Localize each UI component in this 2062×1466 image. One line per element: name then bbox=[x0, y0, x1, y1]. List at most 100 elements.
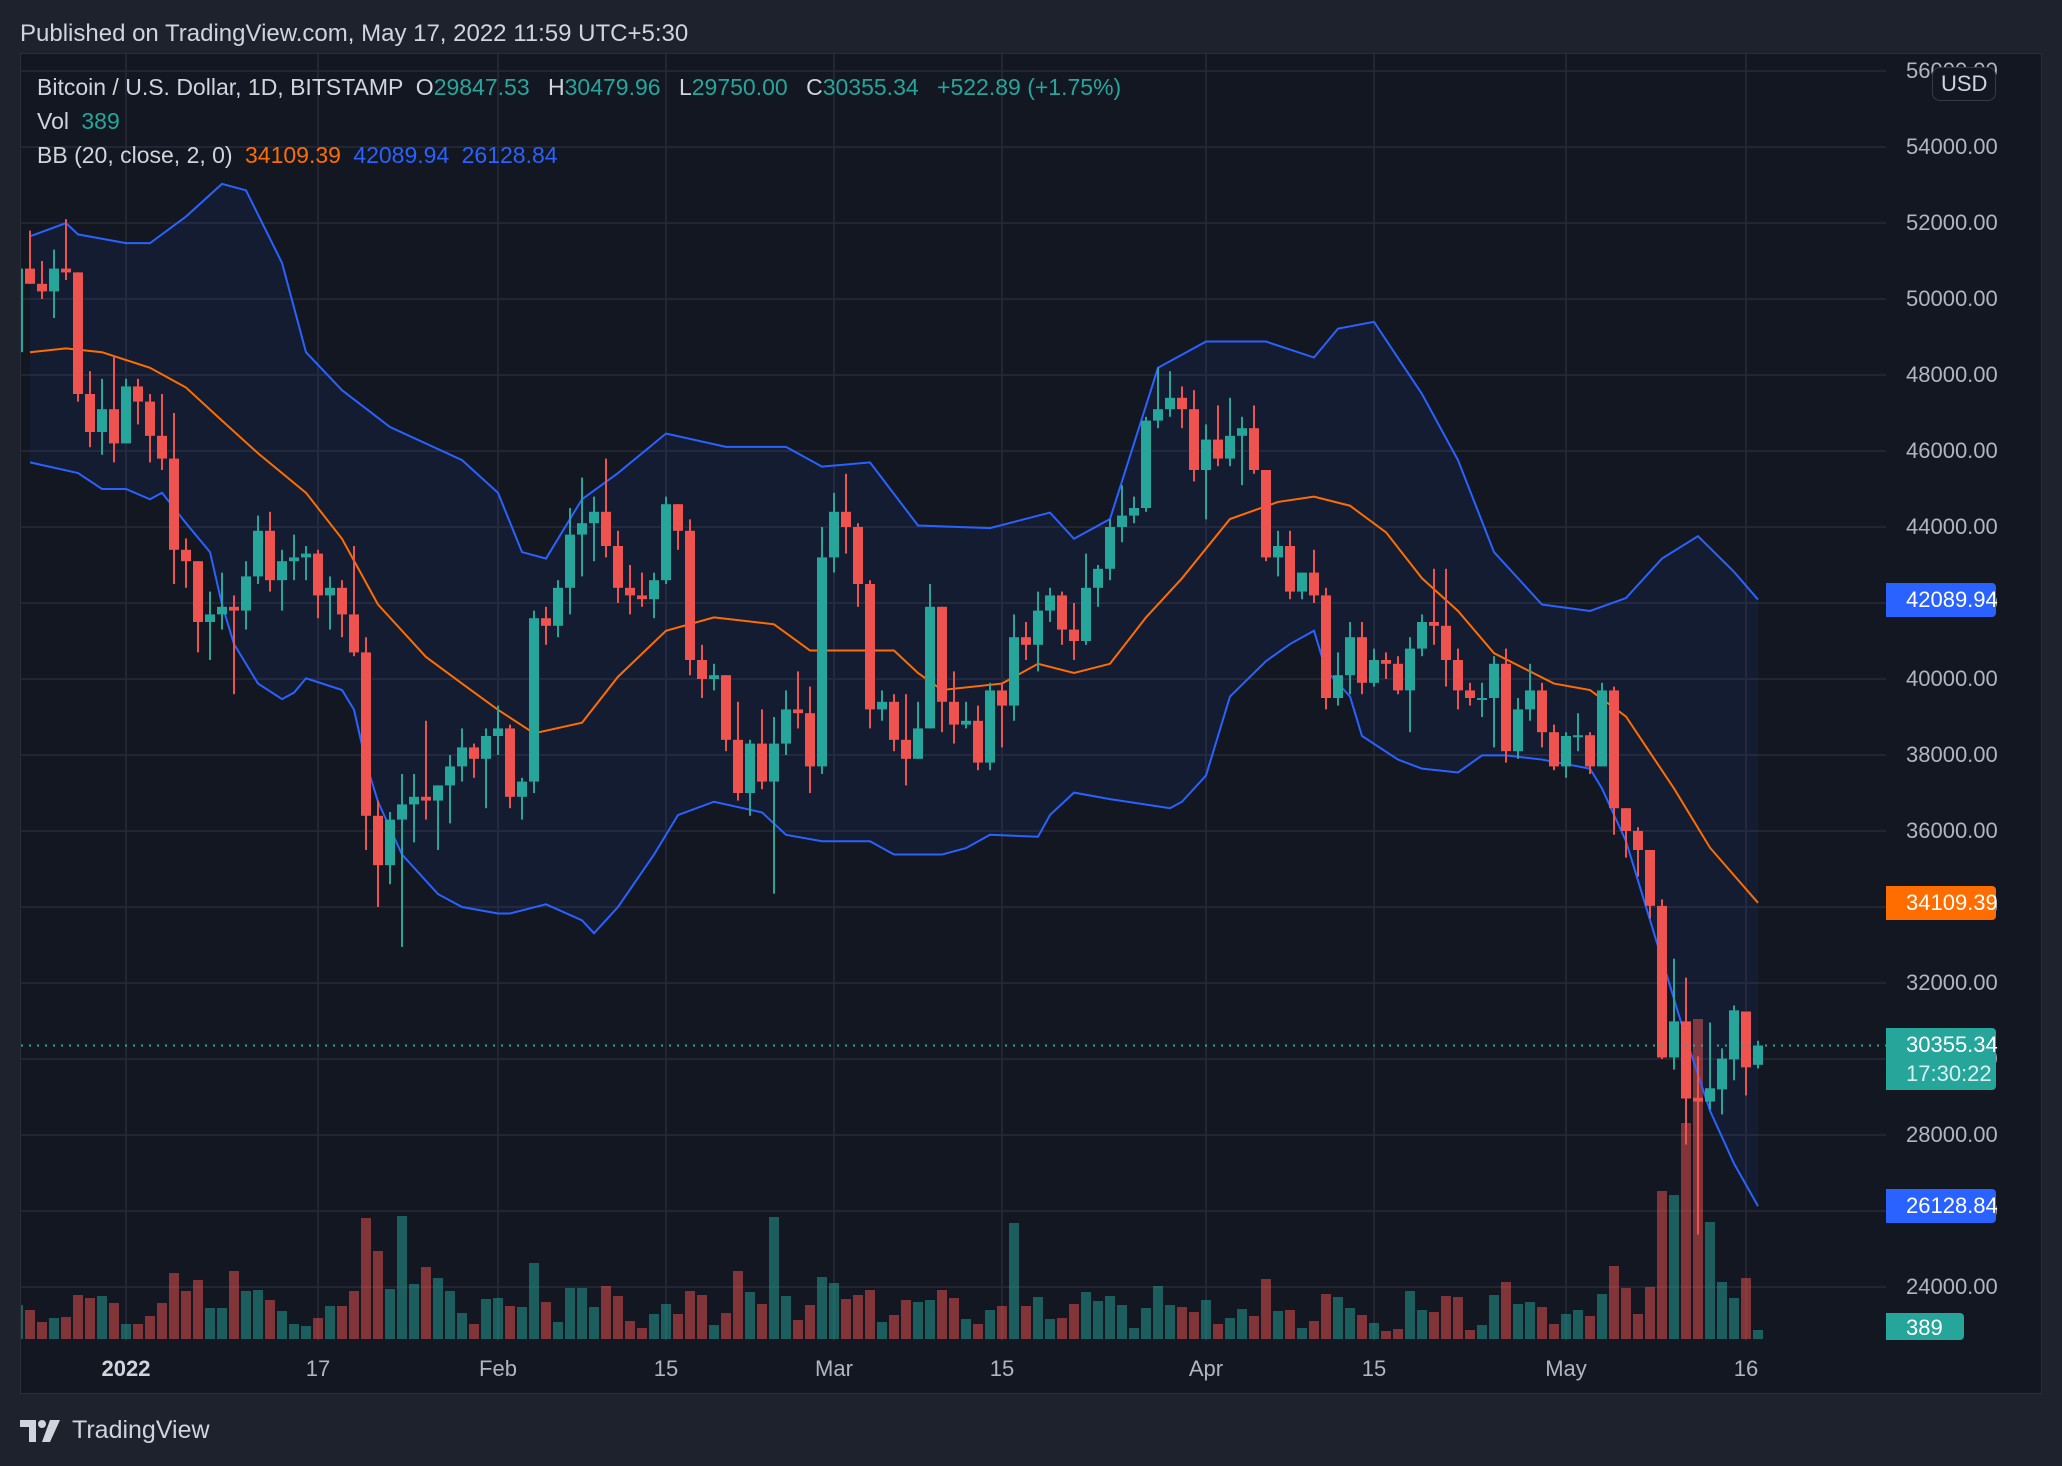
candle[interactable] bbox=[373, 800, 383, 907]
candle[interactable] bbox=[265, 511, 275, 592]
candle[interactable] bbox=[1273, 530, 1283, 577]
candle[interactable] bbox=[709, 663, 719, 691]
candle[interactable] bbox=[1129, 496, 1139, 524]
candle[interactable] bbox=[1069, 603, 1079, 660]
candle[interactable] bbox=[1213, 405, 1223, 467]
candle[interactable] bbox=[109, 356, 119, 463]
candle[interactable] bbox=[289, 534, 299, 581]
candle[interactable] bbox=[457, 728, 467, 782]
candle[interactable] bbox=[1513, 698, 1523, 759]
candle[interactable] bbox=[193, 561, 203, 653]
candle[interactable] bbox=[1573, 713, 1583, 752]
candle[interactable] bbox=[217, 572, 227, 630]
candle[interactable] bbox=[1357, 622, 1367, 695]
candle[interactable] bbox=[1285, 530, 1295, 600]
candle[interactable] bbox=[1333, 652, 1343, 706]
candle[interactable] bbox=[1237, 416, 1247, 486]
candle[interactable] bbox=[1633, 827, 1643, 877]
candle[interactable] bbox=[1033, 591, 1043, 672]
candle[interactable] bbox=[1501, 648, 1511, 763]
candle[interactable] bbox=[37, 261, 47, 299]
candle[interactable] bbox=[925, 584, 935, 729]
candle[interactable] bbox=[13, 246, 23, 371]
candle[interactable] bbox=[805, 686, 815, 793]
candle[interactable] bbox=[973, 705, 983, 771]
candle[interactable] bbox=[877, 690, 887, 721]
candle[interactable] bbox=[421, 720, 431, 820]
candle[interactable] bbox=[1261, 470, 1271, 562]
candle[interactable] bbox=[1705, 1022, 1715, 1110]
candle[interactable] bbox=[1681, 977, 1691, 1145]
candle[interactable] bbox=[301, 546, 311, 581]
candle[interactable] bbox=[1453, 648, 1463, 710]
candle[interactable] bbox=[589, 496, 599, 562]
candle[interactable] bbox=[901, 694, 911, 786]
candle[interactable] bbox=[577, 477, 587, 577]
candle[interactable] bbox=[565, 508, 575, 615]
candle[interactable] bbox=[1369, 648, 1379, 687]
candle[interactable] bbox=[361, 637, 371, 850]
candle[interactable] bbox=[433, 785, 443, 850]
candle[interactable] bbox=[1417, 614, 1427, 657]
candle[interactable] bbox=[121, 378, 131, 444]
candle[interactable] bbox=[445, 755, 455, 824]
candle[interactable] bbox=[1081, 553, 1091, 645]
candle[interactable] bbox=[337, 580, 347, 638]
candle[interactable] bbox=[829, 492, 839, 573]
candle[interactable] bbox=[349, 546, 359, 657]
symbol-title[interactable]: Bitcoin / U.S. Dollar, 1D, BITSTAMP bbox=[37, 74, 404, 100]
candle[interactable] bbox=[277, 549, 287, 611]
candle[interactable] bbox=[1117, 485, 1127, 543]
candle[interactable] bbox=[1465, 682, 1475, 706]
candle[interactable] bbox=[1597, 682, 1607, 767]
candle[interactable] bbox=[997, 682, 1007, 748]
volume-label[interactable]: Vol bbox=[37, 108, 69, 134]
candle[interactable] bbox=[49, 249, 59, 318]
candle[interactable] bbox=[781, 690, 791, 755]
candle[interactable] bbox=[517, 777, 527, 820]
candle[interactable] bbox=[1441, 568, 1451, 687]
candle[interactable] bbox=[817, 527, 827, 774]
candle[interactable] bbox=[685, 519, 695, 676]
candle[interactable] bbox=[313, 549, 323, 619]
candle[interactable] bbox=[1309, 549, 1319, 603]
candle[interactable] bbox=[253, 515, 263, 584]
candle[interactable] bbox=[1225, 397, 1235, 467]
candle[interactable] bbox=[1177, 386, 1187, 429]
candle[interactable] bbox=[1405, 637, 1415, 733]
candle[interactable] bbox=[25, 230, 35, 284]
candle[interactable] bbox=[205, 591, 215, 660]
candle[interactable] bbox=[1189, 390, 1199, 482]
candle[interactable] bbox=[721, 675, 731, 752]
candle[interactable] bbox=[1201, 424, 1211, 520]
candle[interactable] bbox=[853, 523, 863, 607]
candle[interactable] bbox=[673, 504, 683, 550]
candle[interactable] bbox=[73, 272, 83, 402]
candle[interactable] bbox=[1585, 732, 1595, 774]
candle[interactable] bbox=[1717, 1048, 1727, 1115]
candle[interactable] bbox=[1021, 622, 1031, 660]
candle[interactable] bbox=[553, 580, 563, 638]
candle[interactable] bbox=[1153, 367, 1163, 429]
candle[interactable] bbox=[481, 728, 491, 809]
candle[interactable] bbox=[889, 694, 899, 752]
candle[interactable] bbox=[145, 394, 155, 463]
candle[interactable] bbox=[637, 572, 647, 607]
candle[interactable] bbox=[325, 576, 335, 630]
candle[interactable] bbox=[241, 561, 251, 630]
candle[interactable] bbox=[1165, 371, 1175, 417]
candle[interactable] bbox=[961, 701, 971, 729]
candle[interactable] bbox=[949, 671, 959, 744]
candle[interactable] bbox=[97, 378, 107, 455]
candle[interactable] bbox=[613, 530, 623, 603]
candle[interactable] bbox=[733, 701, 743, 801]
candle[interactable] bbox=[1549, 724, 1559, 771]
candle[interactable] bbox=[469, 743, 479, 778]
candle[interactable] bbox=[1561, 732, 1571, 778]
candle[interactable] bbox=[169, 413, 179, 584]
candle[interactable] bbox=[1609, 686, 1619, 835]
candle[interactable] bbox=[769, 717, 779, 894]
candle[interactable] bbox=[1669, 958, 1679, 1070]
candle[interactable] bbox=[181, 538, 191, 588]
candle[interactable] bbox=[745, 739, 755, 816]
